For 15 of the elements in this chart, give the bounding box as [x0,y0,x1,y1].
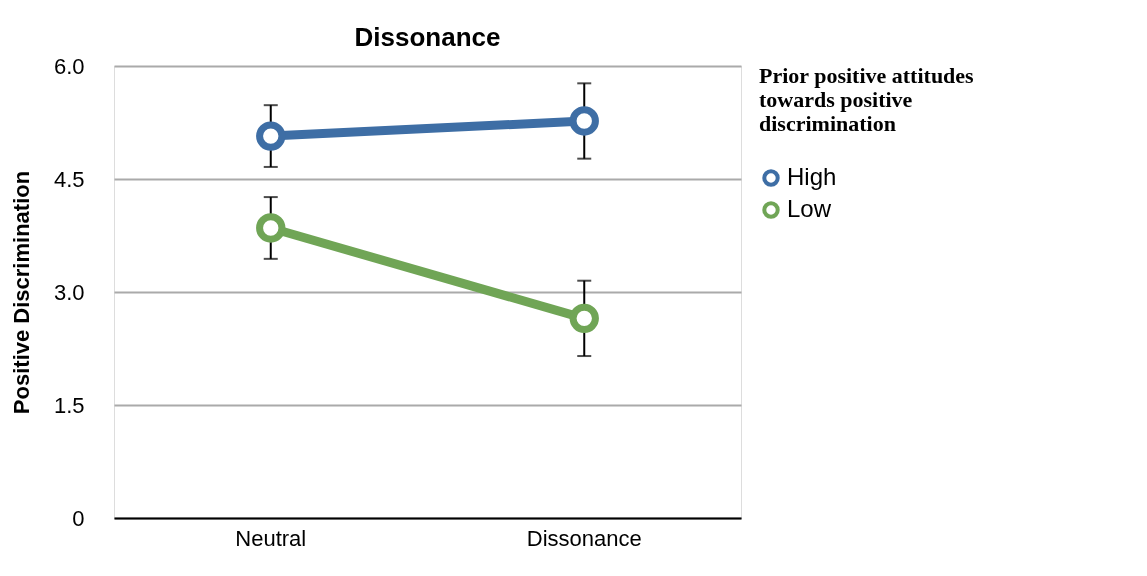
legend-title: Prior positive attitudes towards positive discrimination [759,63,975,136]
point [569,303,599,334]
point [569,106,599,136]
x-tick-label: Neutral [235,525,307,551]
y-tick-label: 4.5 [53,166,85,192]
point [256,121,286,151]
legend-label: High [787,163,837,190]
y-tick-label: 1.5 [53,392,85,418]
chart-title: Dissonance [354,22,501,52]
y-tick-label: 3.0 [53,279,85,305]
y-tick-label: 0 [72,505,85,531]
point [256,213,286,243]
y-tick-label: 6.0 [53,53,85,79]
y-axis-title: Positive Discrimination [8,170,34,415]
legend-label: Low [787,195,832,222]
